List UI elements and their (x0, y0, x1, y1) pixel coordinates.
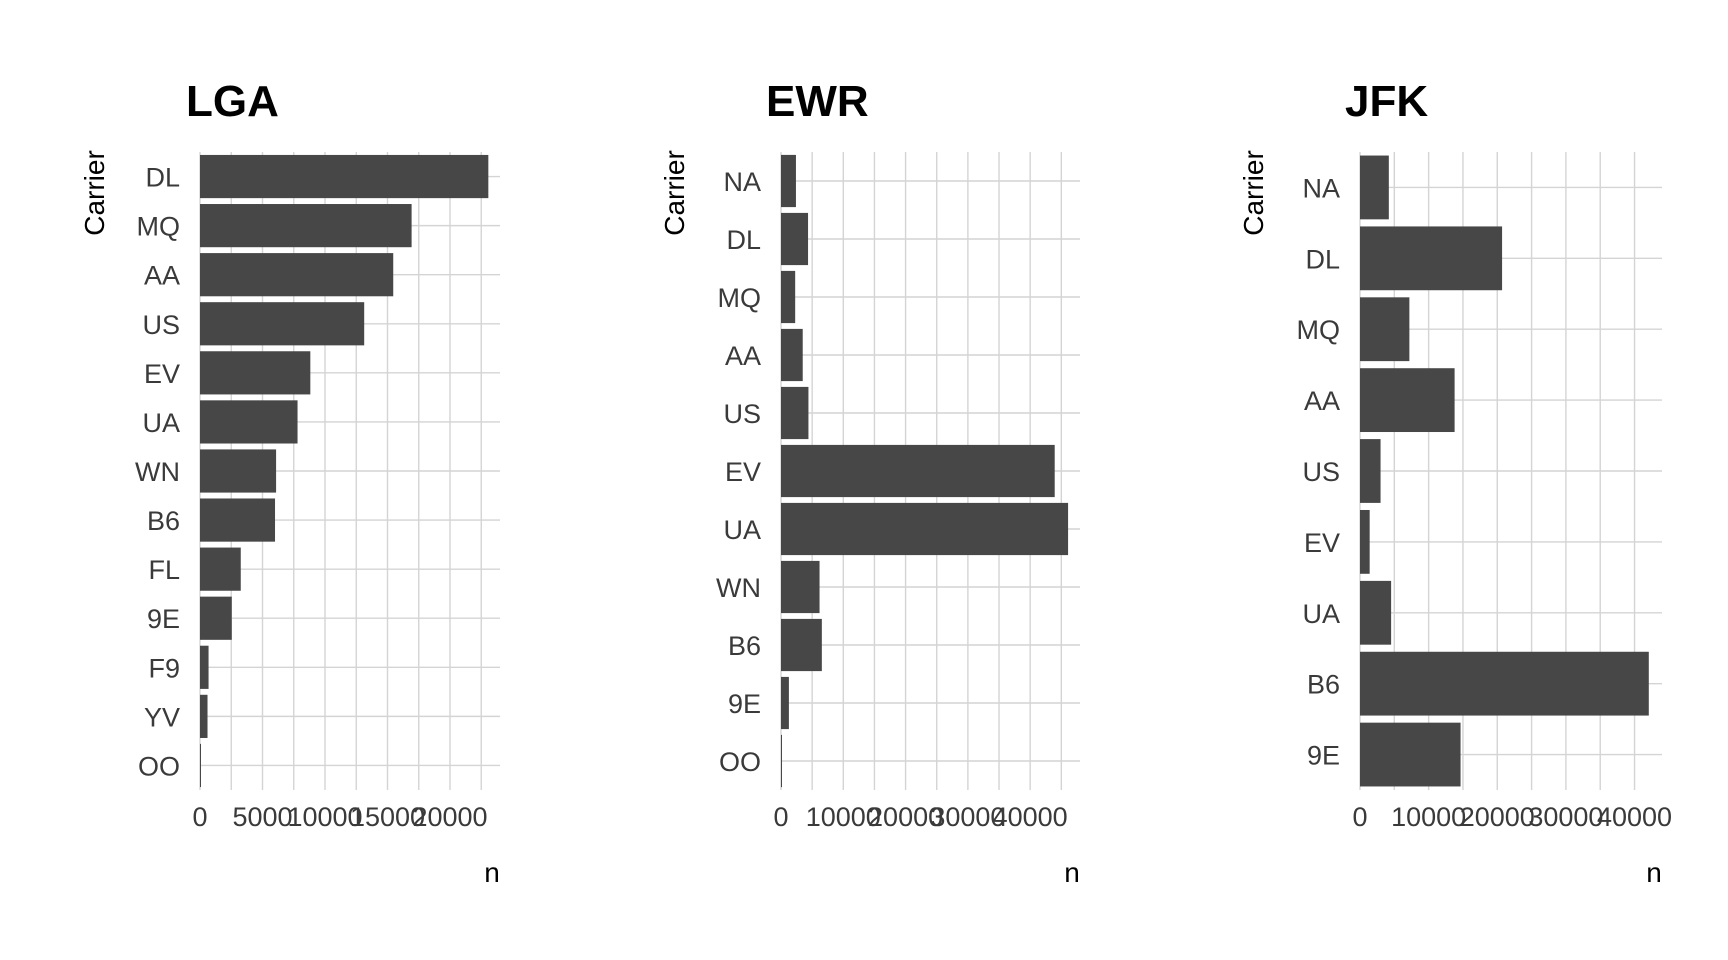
x-tick-label-jfk-2: 20000 (1460, 802, 1535, 832)
bar-ewr-ev (781, 444, 1055, 498)
y-tick-label-lga-f9: F9 (148, 653, 180, 683)
y-tick-label-jfk-dl: DL (1305, 244, 1340, 274)
bar-jfk-aa (1360, 368, 1455, 433)
y-tick-label-ewr-9e: 9E (728, 689, 761, 719)
y-tick-label-ewr-ev: EV (725, 457, 761, 487)
y-tick-label-ewr-us: US (723, 399, 761, 429)
y-tick-label-lga-us: US (142, 310, 180, 340)
y-tick-label-ewr-ua: UA (723, 515, 761, 545)
y-tick-label-ewr-dl: DL (726, 225, 761, 255)
bar-jfk-us (1360, 439, 1381, 503)
bar-ewr-9e (781, 676, 789, 730)
x-tick-label-ewr-3: 30000 (930, 802, 1005, 832)
x-tick-label-jfk-3: 30000 (1528, 802, 1603, 832)
y-tick-label-jfk-b6: B6 (1307, 670, 1340, 700)
y-tick-label-ewr-aa: AA (725, 341, 761, 371)
y-tick-label-lga-ev: EV (144, 359, 180, 389)
x-axis-label-ewr: n (1064, 857, 1080, 888)
y-tick-label-jfk-us: US (1302, 457, 1340, 487)
y-tick-label-jfk-9e: 9E (1307, 741, 1340, 771)
panel-title-ewr: EWR (766, 77, 869, 126)
bar-lga-9e (200, 596, 232, 640)
x-tick-label-ewr-4: 40000 (993, 802, 1068, 832)
bar-lga-f9 (200, 645, 209, 689)
y-tick-label-lga-mq: MQ (137, 212, 181, 242)
y-tick-label-jfk-aa: AA (1304, 386, 1340, 416)
y-tick-label-ewr-na: NA (723, 167, 761, 197)
plot-area-ewr: NA DL MQ AA US EV UA WN B6 9E OO 0 10000200003000040… (716, 152, 1080, 832)
x-tick-label-lga-0: 0 (192, 802, 207, 832)
x-tick-label-lga-2: 10000 (287, 802, 362, 832)
y-tick-label-jfk-ev: EV (1304, 528, 1340, 558)
x-tick-label-ewr-1: 10000 (806, 802, 881, 832)
y-tick-label-lga-fl: FL (148, 555, 180, 585)
plot-area-lga: DL MQ AA US EV UA WN B6 FL 9E F9 YV OO 0 5000100001500… (135, 152, 500, 832)
y-tick-label-lga-wn: WN (135, 457, 180, 487)
y-tick-label-ewr-b6: B6 (728, 631, 761, 661)
bar-lga-ev (200, 351, 311, 395)
bar-lga-us (200, 302, 365, 346)
bar-ewr-ua (781, 502, 1069, 556)
x-tick-label-jfk-4: 40000 (1597, 802, 1672, 832)
x-tick-label-lga-3: 15000 (350, 802, 425, 832)
panel-title-lga: LGA (186, 77, 279, 126)
bar-ewr-mq (781, 270, 796, 324)
bar-jfk-ev (1360, 509, 1370, 574)
x-axis-label-lga: n (484, 857, 500, 888)
panel-title-jfk: JFK (1345, 77, 1428, 126)
panel-jfk: JFK Carrier n NA DL MQ AA US EV UA B6 9E 0 1000020… (1238, 77, 1672, 888)
bar-jfk-9e (1360, 722, 1461, 787)
y-tick-label-ewr-oo: OO (719, 747, 761, 777)
y-tick-label-ewr-wn: WN (716, 573, 761, 603)
panel-ewr: EWR Carrier n NA DL MQ AA US EV UA WN B6 9E OO 0 100… (659, 77, 1080, 888)
y-tick-label-jfk-na: NA (1302, 173, 1340, 203)
y-axis-label-ewr: Carrier (659, 150, 690, 236)
y-tick-label-jfk-mq: MQ (1297, 315, 1341, 345)
bar-jfk-ua (1360, 580, 1392, 645)
x-tick-label-lga-4: 20000 (412, 802, 487, 832)
x-tick-label-lga-1: 5000 (232, 802, 292, 832)
x-tick-label-ewr-2: 20000 (868, 802, 943, 832)
x-tick-label-ewr-0: 0 (773, 802, 788, 832)
y-tick-label-lga-aa: AA (144, 261, 180, 291)
bar-jfk-mq (1360, 297, 1410, 362)
bar-lga-dl (200, 154, 489, 199)
y-axis-label-lga: Carrier (79, 150, 110, 236)
bar-lga-mq (200, 204, 412, 248)
y-tick-label-ewr-mq: MQ (718, 283, 762, 313)
bar-jfk-na (1360, 155, 1389, 220)
bar-lga-aa (200, 253, 394, 297)
y-tick-label-lga-oo: OO (138, 751, 180, 781)
bar-lga-oo (200, 743, 201, 788)
y-tick-label-lga-9e: 9E (147, 604, 180, 634)
panel-lga: LGA Carrier n DL MQ AA US EV UA WN B6 FL 9E F9 YV OO… (79, 77, 500, 888)
bar-ewr-aa (781, 328, 803, 382)
y-axis-label-jfk: Carrier (1238, 150, 1269, 236)
bar-ewr-b6 (781, 618, 822, 672)
bar-lga-wn (200, 449, 277, 493)
bar-lga-b6 (200, 498, 276, 542)
y-tick-label-lga-b6: B6 (147, 506, 180, 536)
bar-ewr-us (781, 386, 809, 440)
bar-jfk-b6 (1360, 651, 1649, 716)
x-tick-label-jfk-1: 10000 (1391, 802, 1466, 832)
bar-lga-fl (200, 547, 241, 591)
y-tick-label-lga-dl: DL (145, 163, 180, 193)
bar-jfk-dl (1360, 226, 1503, 291)
y-tick-label-lga-yv: YV (144, 702, 180, 732)
x-tick-label-jfk-0: 0 (1352, 802, 1367, 832)
bar-ewr-dl (781, 212, 809, 266)
bar-lga-yv (200, 694, 208, 738)
bar-lga-ua (200, 400, 298, 444)
y-tick-label-lga-ua: UA (142, 408, 180, 438)
bar-ewr-na (781, 154, 796, 208)
bar-ewr-wn (781, 560, 820, 614)
x-axis-label-jfk: n (1646, 857, 1662, 888)
y-tick-label-jfk-ua: UA (1302, 599, 1340, 629)
bar-ewr-oo (781, 734, 782, 788)
